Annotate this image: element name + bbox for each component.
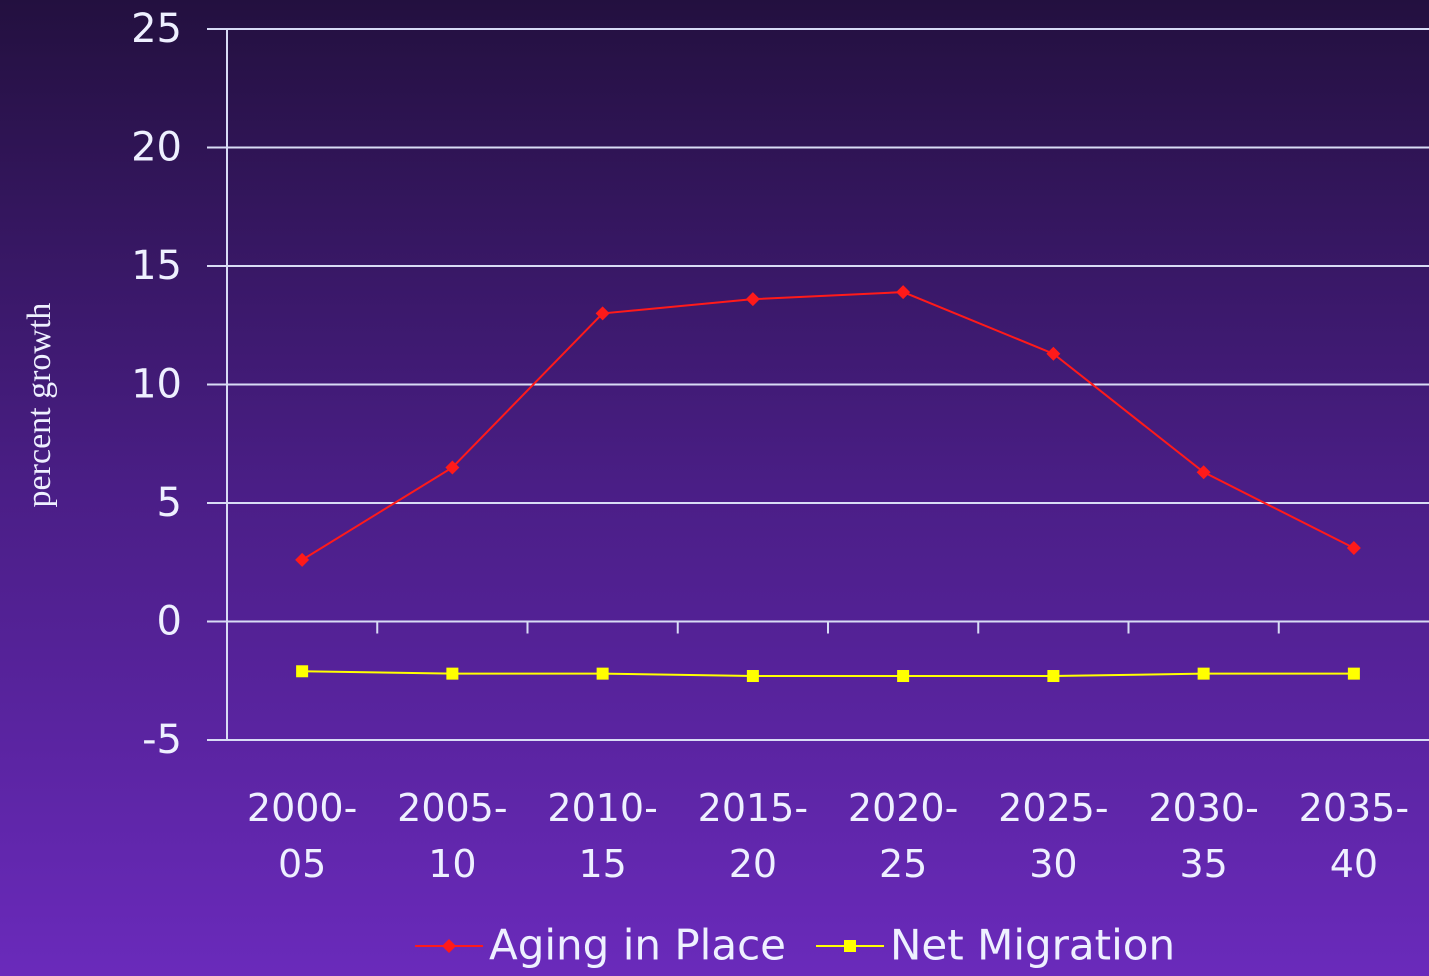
x-tick-line: 2025-	[998, 786, 1108, 830]
x-tick-label: 2000- 05	[247, 786, 357, 886]
marker	[296, 665, 309, 678]
y-tick-label: 10	[131, 362, 182, 408]
x-tick-line: 05	[278, 842, 326, 886]
marker	[1196, 465, 1211, 480]
marker	[1047, 670, 1060, 683]
marker	[596, 667, 609, 680]
y-tick-label: 20	[131, 125, 182, 171]
x-tick-line: 2030-	[1148, 786, 1258, 830]
y-tick-label: 0	[157, 599, 182, 645]
x-tick-line: 25	[879, 842, 927, 886]
x-tick-line: 35	[1179, 842, 1227, 886]
x-tick-line: 40	[1330, 842, 1378, 886]
marker	[1046, 346, 1061, 361]
x-tick-label: 2015- 20	[698, 786, 808, 886]
marker	[896, 285, 911, 300]
marker	[295, 552, 310, 567]
x-tick-label: 2010- 15	[547, 786, 657, 886]
x-tick-label: 2005- 10	[397, 786, 507, 886]
y-tick-label: 25	[131, 6, 182, 52]
y-tick-label: -5	[142, 717, 182, 763]
x-tick-line: 2015-	[698, 786, 808, 830]
marker	[746, 670, 759, 683]
series-line	[301, 291, 1355, 561]
marker	[595, 306, 610, 321]
x-tick-line: 2020-	[848, 786, 958, 830]
marker	[1346, 541, 1361, 556]
marker	[897, 670, 910, 683]
y-tick-label: 15	[131, 243, 182, 289]
x-tick-line: 2005-	[397, 786, 507, 830]
x-tick-label: 2035- 40	[1299, 786, 1409, 886]
marker	[445, 460, 460, 475]
x-tick-label: 2025- 30	[998, 786, 1108, 886]
x-tick-line: 2010-	[547, 786, 657, 830]
x-tick-line: 2035-	[1299, 786, 1409, 830]
marker	[745, 292, 760, 307]
x-tick-line: 10	[428, 842, 476, 886]
marker	[442, 939, 456, 953]
y-tick-label: 5	[157, 480, 182, 526]
x-tick-line: 30	[1029, 842, 1077, 886]
marker	[446, 667, 459, 680]
x-tick-line: 20	[729, 842, 777, 886]
x-tick-line: 2000-	[247, 786, 357, 830]
x-tick-label: 2030- 35	[1148, 786, 1258, 886]
marker	[1197, 667, 1210, 680]
x-tick-label: 2020- 25	[848, 786, 958, 886]
y-axis-label: percent growth	[21, 303, 58, 508]
series-line	[302, 670, 1354, 678]
legend-label: Aging in Place	[489, 921, 786, 970]
legend-label: Net Migration	[890, 921, 1175, 970]
x-tick-line: 15	[578, 842, 626, 886]
marker	[844, 940, 856, 952]
marker	[1347, 667, 1360, 680]
